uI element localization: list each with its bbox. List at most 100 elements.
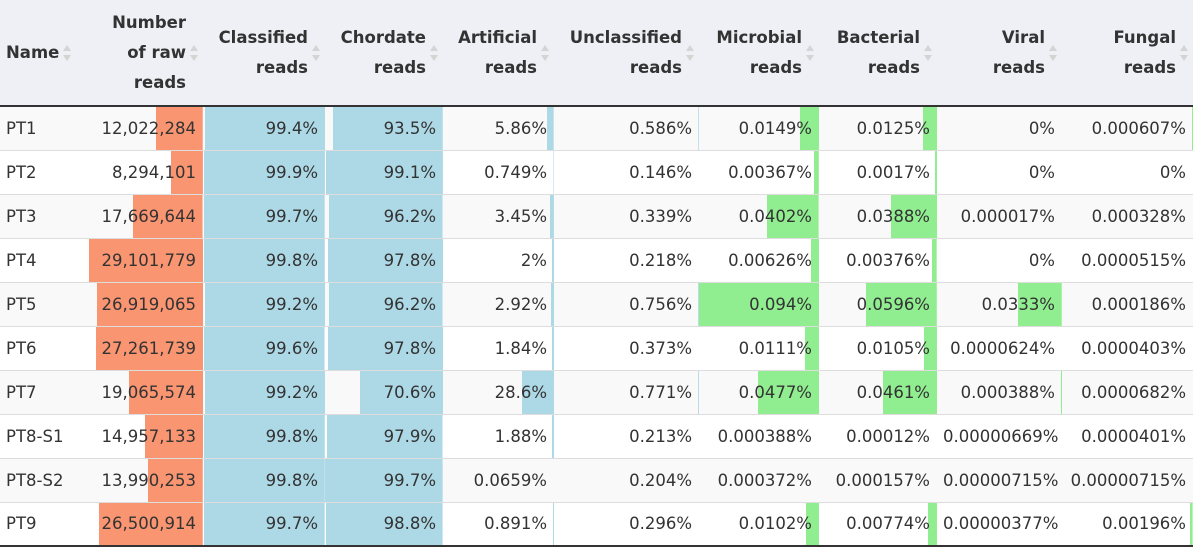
column-header-label-line: Viral xyxy=(1001,27,1045,47)
column-header-label-line: reads xyxy=(484,57,537,77)
header-row: Name Number of raw reads Classified reads Chor… xyxy=(0,0,1193,106)
cell-viral: 0.00000669% xyxy=(937,413,1062,458)
table-row[interactable]: PT1 12,022,284 99.4% 93.5% 5.86% 0.586% 0.0149… xyxy=(0,105,1193,150)
cell-chordate: 99.7% xyxy=(325,457,443,502)
cell-fungal: 0.0000515% xyxy=(1062,237,1193,282)
cell-viral: 0.0000624% xyxy=(937,325,1062,370)
cell-unclassified: 0.339% xyxy=(554,193,699,238)
column-header-chordate[interactable]: Chordate reads xyxy=(325,0,443,106)
cell-viral: 0.000388% xyxy=(937,369,1062,414)
cell-artificial: 3.45% xyxy=(443,193,554,238)
cell-bacterial: 0.00012% xyxy=(819,413,937,458)
column-header-label-line: reads xyxy=(255,57,308,77)
cell-bacterial: 0.0105% xyxy=(819,325,937,370)
column-header-label-line: reads xyxy=(992,57,1045,77)
cell-microbial: 0.0402% xyxy=(699,193,819,238)
cell-microbial: 0.0111% xyxy=(699,325,819,370)
column-header-bacterial[interactable]: Bacterial reads xyxy=(819,0,937,106)
cell-classified: 99.4% xyxy=(203,105,325,150)
cell-name: PT9 xyxy=(0,501,89,547)
table-row[interactable]: PT9 26,500,914 99.7% 98.8% 0.891% 0.296% 0.010… xyxy=(0,501,1193,547)
table-row[interactable]: PT5 26,919,065 99.2% 96.2% 2.92% 0.756% 0.094%… xyxy=(0,281,1193,326)
cell-chordate: 96.2% xyxy=(325,193,443,238)
cell-raw-reads: 17,669,644 xyxy=(89,193,203,238)
table-row[interactable]: PT6 27,261,739 99.6% 97.8% 1.84% 0.373% 0.0111… xyxy=(0,325,1193,370)
column-header-label-line: of raw xyxy=(127,42,186,62)
column-header-label: Viral reads xyxy=(993,23,1045,83)
cell-unclassified: 0.586% xyxy=(554,105,699,150)
sort-arrows-icon[interactable] xyxy=(805,43,815,63)
column-header-label: Microbial reads xyxy=(716,23,802,83)
column-header-label-line: reads xyxy=(133,72,186,92)
column-header-label: Number of raw reads xyxy=(112,8,186,98)
cell-artificial: 5.86% xyxy=(443,105,554,150)
cell-raw-reads: 14,957,133 xyxy=(89,413,203,458)
cell-bacterial: 0.00376% xyxy=(819,237,937,282)
cell-name: PT2 xyxy=(0,149,89,194)
table-row[interactable]: PT7 19,065,574 99.2% 70.6% 28.6% 0.771% 0.0477… xyxy=(0,369,1193,414)
table-row[interactable]: PT8-S2 13,990,253 99.8% 99.7% 0.0659% 0.204% 0… xyxy=(0,457,1193,502)
sort-arrows-icon[interactable] xyxy=(923,43,933,63)
column-header-label-line: Fungal xyxy=(1113,27,1176,47)
table-row[interactable]: PT8-S1 14,957,133 99.8% 97.9% 1.88% 0.213% 0.0… xyxy=(0,413,1193,458)
cell-chordate: 96.2% xyxy=(325,281,443,326)
column-header-microbial[interactable]: Microbial reads xyxy=(699,0,819,106)
cell-artificial: 2% xyxy=(443,237,554,282)
column-header-label-line: Unclassified xyxy=(569,27,682,47)
column-header-label: Classified reads xyxy=(219,23,308,83)
table-row[interactable]: PT3 17,669,644 99.7% 96.2% 3.45% 0.339% 0.0402… xyxy=(0,193,1193,238)
cell-viral: 0.00000377% xyxy=(937,501,1062,547)
cell-bacterial: 0.0596% xyxy=(819,281,937,326)
cell-artificial: 0.749% xyxy=(443,149,554,194)
cell-viral: 0% xyxy=(937,149,1062,194)
cell-artificial: 1.88% xyxy=(443,413,554,458)
column-header-unclassified[interactable]: Unclassified reads xyxy=(554,0,699,106)
cell-classified: 99.9% xyxy=(203,149,325,194)
sort-arrows-icon[interactable] xyxy=(1048,43,1058,63)
cell-artificial: 1.84% xyxy=(443,325,554,370)
column-header-label-line: Artificial xyxy=(458,27,537,47)
sort-arrows-icon[interactable] xyxy=(311,43,321,63)
column-header-raw-reads[interactable]: Number of raw reads xyxy=(89,0,203,106)
sort-arrows-icon[interactable] xyxy=(540,43,550,63)
cell-name: PT5 xyxy=(0,281,89,326)
column-header-viral[interactable]: Viral reads xyxy=(937,0,1062,106)
table-row[interactable]: PT2 8,294,101 99.9% 99.1% 0.749% 0.146% 0.0036… xyxy=(0,149,1193,194)
column-header-name[interactable]: Name xyxy=(0,0,89,106)
column-header-artificial[interactable]: Artificial reads xyxy=(443,0,554,106)
sort-arrows-icon[interactable] xyxy=(685,43,695,63)
cell-fungal: 0% xyxy=(1062,149,1193,194)
cell-name: PT7 xyxy=(0,369,89,414)
cell-viral: 0% xyxy=(937,237,1062,282)
sort-arrows-icon[interactable] xyxy=(1179,43,1189,63)
cell-unclassified: 0.218% xyxy=(554,237,699,282)
cell-viral: 0% xyxy=(937,105,1062,150)
cell-artificial: 28.6% xyxy=(443,369,554,414)
cell-name: PT8-S2 xyxy=(0,457,89,502)
cell-unclassified: 0.373% xyxy=(554,325,699,370)
sort-arrows-icon[interactable] xyxy=(429,43,439,63)
cell-classified: 99.2% xyxy=(203,369,325,414)
cell-unclassified: 0.771% xyxy=(554,369,699,414)
column-header-label-line: reads xyxy=(867,57,920,77)
cell-bacterial: 0.0017% xyxy=(819,149,937,194)
column-header-fungal[interactable]: Fungal reads xyxy=(1062,0,1193,106)
cell-fungal: 0.0000403% xyxy=(1062,325,1193,370)
sort-arrows-icon[interactable] xyxy=(189,43,199,63)
cell-microbial: 0.0477% xyxy=(699,369,819,414)
table-body: PT1 12,022,284 99.4% 93.5% 5.86% 0.586% 0.0149… xyxy=(0,105,1193,547)
cell-microbial: 0.00367% xyxy=(699,149,819,194)
column-header-label-line: reads xyxy=(1123,57,1176,77)
cell-raw-reads: 26,500,914 xyxy=(89,501,203,547)
cell-unclassified: 0.296% xyxy=(554,501,699,547)
column-header-label: Unclassified reads xyxy=(570,23,682,83)
cell-raw-reads: 27,261,739 xyxy=(89,325,203,370)
column-header-classified[interactable]: Classified reads xyxy=(203,0,325,106)
column-header-label: Artificial reads xyxy=(458,23,537,83)
column-header-label-line: Name xyxy=(6,42,60,62)
cell-raw-reads: 29,101,779 xyxy=(89,237,203,282)
table-row[interactable]: PT4 29,101,779 99.8% 97.8% 2% 0.218% 0.00626% 0… xyxy=(0,237,1193,282)
column-header-label-line: Bacterial xyxy=(836,27,920,47)
sort-arrows-icon[interactable] xyxy=(62,43,72,63)
cell-bacterial: 0.0125% xyxy=(819,105,937,150)
